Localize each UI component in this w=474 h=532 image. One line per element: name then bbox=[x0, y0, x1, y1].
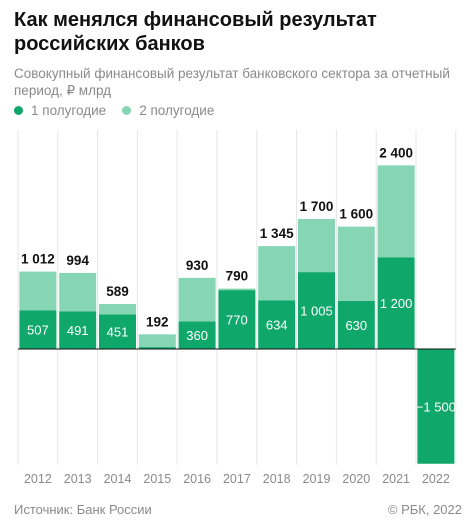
bar-h1-2017 bbox=[218, 290, 256, 349]
bar-h2-2012 bbox=[19, 271, 57, 311]
x-tick-label-2020: 2020 bbox=[342, 472, 370, 486]
bar-h1-2012 bbox=[19, 310, 57, 349]
bar-h1-2016 bbox=[178, 321, 216, 349]
data-label-total-2018: 1 345 bbox=[260, 226, 294, 241]
x-tick-label-2014: 2014 bbox=[104, 472, 132, 486]
legend-item-h2: 2 полугодие bbox=[122, 103, 214, 118]
data-label-h1-2014: 451 bbox=[107, 325, 129, 340]
x-tick-label-2015: 2015 bbox=[143, 472, 171, 486]
legend-label-h2: 2 полугодие bbox=[139, 102, 215, 118]
data-label-h1-2018: 634 bbox=[266, 318, 288, 333]
x-tick-label-2019: 2019 bbox=[303, 472, 331, 486]
x-tick-label-2017: 2017 bbox=[223, 472, 251, 486]
data-label-h1-2012: 507 bbox=[27, 323, 49, 338]
bar-h1-2022 bbox=[417, 349, 455, 464]
legend-dot-h1-icon bbox=[14, 105, 23, 115]
bar-h2-2015 bbox=[138, 334, 176, 348]
bar-h1-2018 bbox=[258, 300, 296, 349]
data-label-total-2013: 994 bbox=[66, 253, 89, 268]
x-tick-label-2012: 2012 bbox=[24, 472, 52, 486]
data-label-h1-2013: 491 bbox=[67, 323, 89, 338]
bar-h1-2014 bbox=[99, 314, 136, 349]
x-tick-label-2016: 2016 bbox=[183, 472, 211, 486]
x-tick-label-2021: 2021 bbox=[382, 472, 410, 486]
x-tick-label-2013: 2013 bbox=[64, 472, 92, 486]
data-label-h1-2017: 770 bbox=[226, 313, 248, 328]
bar-h2-2016 bbox=[178, 277, 216, 322]
data-label-total-2014: 589 bbox=[106, 284, 129, 299]
bar-h2-2019 bbox=[298, 218, 335, 273]
legend-dot-h2-icon bbox=[122, 105, 132, 115]
legend: 1 полугодие 2 полугодие bbox=[14, 102, 230, 118]
data-label-total-2016: 930 bbox=[186, 258, 209, 273]
copyright-note: © РБК, 2022 bbox=[387, 502, 462, 517]
page-title: Как менялся финансовый результат российс… bbox=[14, 9, 377, 55]
x-tick-label-2018: 2018 bbox=[263, 472, 291, 486]
source-note: Источник: Банк России bbox=[14, 502, 152, 517]
bar-h2-2021 bbox=[377, 165, 415, 258]
data-label-total-2015: 192 bbox=[146, 314, 169, 329]
data-label-h1-2020: 630 bbox=[345, 318, 367, 333]
bar-h2-2017 bbox=[218, 288, 256, 291]
bar-h1-2015 bbox=[138, 347, 176, 349]
data-label-h1-2022: −1 500 bbox=[416, 399, 456, 414]
bar-h2-2014 bbox=[99, 303, 136, 315]
data-label-total-2017: 790 bbox=[226, 269, 249, 284]
bar-h1-2020 bbox=[337, 300, 375, 349]
bar-h2-2020 bbox=[337, 226, 375, 301]
bar-h1-2021 bbox=[377, 257, 415, 349]
legend-label-h1: 1 полугодие bbox=[31, 102, 107, 118]
data-label-h1-2016: 360 bbox=[186, 328, 208, 343]
bar-h1-2019 bbox=[298, 272, 335, 349]
chart-subtitle: Совокупный финансовый результат банковск… bbox=[14, 66, 450, 98]
bar-h1-2013 bbox=[59, 311, 97, 349]
bar-h2-2018 bbox=[258, 246, 296, 301]
data-label-h1-2021: 1 200 bbox=[380, 296, 413, 311]
x-tick-label-2022: 2022 bbox=[422, 472, 450, 486]
legend-item-h1: 1 полугодие bbox=[14, 103, 106, 118]
data-label-total-2012: 1 012 bbox=[21, 252, 55, 267]
data-label-total-2021: 2 400 bbox=[379, 145, 413, 160]
data-label-h1-2019: 1 005 bbox=[300, 304, 333, 319]
data-label-total-2019: 1 700 bbox=[300, 199, 334, 214]
bar-h2-2013 bbox=[59, 272, 97, 312]
data-label-total-2020: 1 600 bbox=[339, 207, 373, 222]
